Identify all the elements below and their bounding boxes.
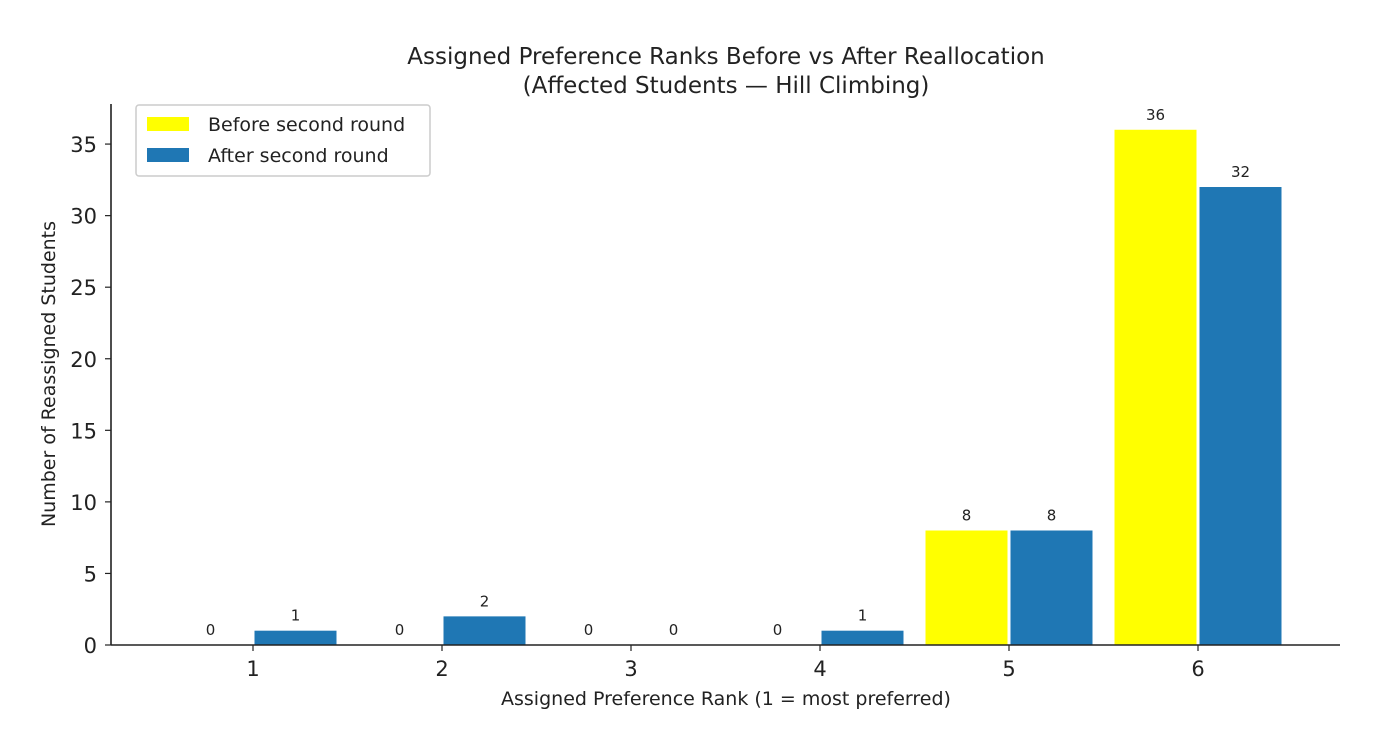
legend: Before second round After second round [135, 104, 431, 177]
data-label-before-rank-3: 0 [584, 621, 594, 639]
data-label-after-rank-3: 0 [669, 621, 679, 639]
legend-frame [135, 104, 431, 177]
data-label-after-rank-1: 1 [291, 607, 301, 625]
y-tick-label: 0 [84, 634, 97, 658]
data-label-before-rank-4: 0 [773, 621, 783, 639]
legend-swatch-after [147, 148, 189, 162]
legend-swatch-before [147, 117, 189, 131]
bar-before-rank-6 [1114, 129, 1197, 645]
bar-after-rank-6 [1199, 187, 1282, 645]
bar-after-rank-2 [443, 616, 526, 645]
data-label-after-rank-2: 2 [480, 592, 490, 610]
y-tick-label: 30 [70, 205, 97, 229]
data-label-after-rank-5: 8 [1047, 507, 1057, 525]
data-label-after-rank-6: 32 [1231, 163, 1250, 181]
data-label-before-rank-5: 8 [962, 507, 972, 525]
legend-label-before: Before second round [208, 114, 405, 136]
x-tick-label: 3 [624, 657, 637, 681]
bar-before-rank-5 [925, 530, 1008, 645]
y-axis-label: Number of Reassigned Students [38, 221, 60, 527]
x-tick-label: 4 [813, 657, 826, 681]
data-labels-group: 0 1 0 2 0 0 0 1 8 8 36 32 [206, 106, 1250, 639]
y-tick-label: 10 [70, 491, 97, 515]
y-tick-label: 35 [70, 133, 97, 157]
y-tick-label: 15 [70, 419, 97, 443]
x-axis-label: Assigned Preference Rank (1 = most prefe… [501, 688, 951, 710]
x-axis-ticks: 1 2 3 4 5 6 [246, 645, 1205, 681]
data-label-after-rank-4: 1 [858, 607, 868, 625]
bar-after-rank-1 [254, 630, 337, 645]
y-tick-label: 5 [84, 562, 97, 586]
bar-after-rank-5 [1010, 530, 1093, 645]
x-tick-label: 2 [435, 657, 448, 681]
data-label-before-rank-2: 0 [395, 621, 405, 639]
x-tick-label: 6 [1191, 657, 1204, 681]
data-label-before-rank-1: 0 [206, 621, 216, 639]
bar-after-rank-4 [821, 630, 904, 645]
chart-title: Assigned Preference Ranks Before vs Afte… [407, 44, 1045, 70]
y-axis-ticks: 0 5 10 15 20 25 30 35 [70, 133, 111, 658]
x-tick-label: 5 [1002, 657, 1015, 681]
chart-subtitle: (Affected Students — Hill Climbing) [523, 73, 930, 99]
bars-group [254, 129, 1282, 645]
data-label-before-rank-6: 36 [1146, 106, 1165, 124]
x-tick-label: 1 [246, 657, 259, 681]
y-tick-label: 25 [70, 276, 97, 300]
y-tick-label: 20 [70, 348, 97, 372]
legend-label-after: After second round [208, 145, 389, 167]
